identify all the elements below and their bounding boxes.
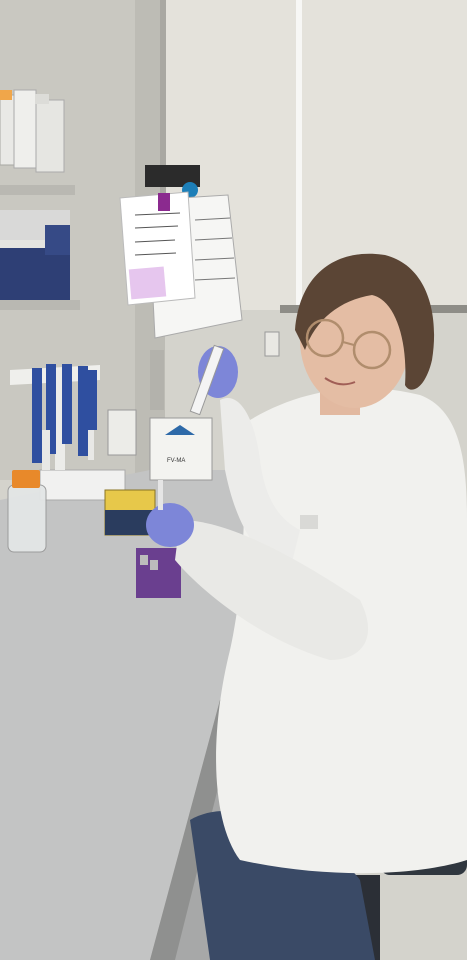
wall-outlet	[107, 409, 137, 456]
shelves-with-bottles	[0, 89, 80, 310]
tissue-box: FV-MA	[149, 417, 213, 481]
clipped-protocol-sheets	[119, 165, 243, 339]
tissue-box-label: FV-MA	[167, 458, 185, 464]
scientist-in-lab-coat	[146, 253, 467, 960]
pipette-rack	[10, 364, 126, 501]
reagent-bottle	[7, 470, 47, 553]
right-glove	[146, 503, 194, 547]
handheld-pipette	[189, 344, 225, 416]
